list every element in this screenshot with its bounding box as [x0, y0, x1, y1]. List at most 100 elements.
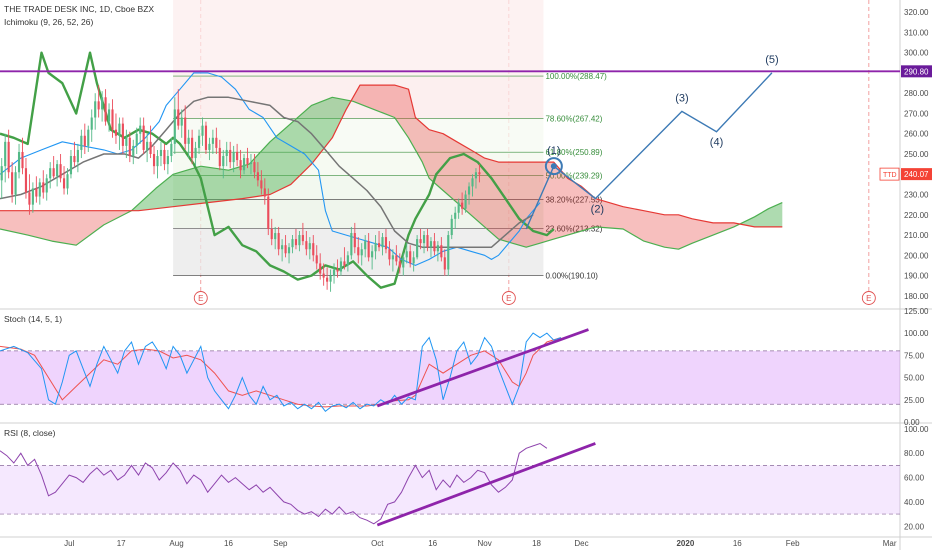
rsi-tick-label: 60.00	[904, 474, 925, 483]
candle-body	[83, 135, 86, 146]
candle-body	[436, 245, 439, 252]
time-tick-label: Nov	[477, 539, 491, 548]
time-tick-label: Sep	[273, 539, 288, 548]
candle-body	[211, 137, 214, 144]
leading-span-a	[0, 96, 783, 250]
wave-marker-circle	[544, 157, 563, 176]
candle-body	[31, 188, 34, 205]
rsi-tick-label: 80.00	[904, 449, 925, 458]
candle-body	[450, 218, 453, 236]
candle-body	[294, 239, 298, 246]
candle-body	[7, 141, 10, 173]
candle-body	[101, 97, 104, 110]
leading-span-b	[0, 84, 783, 228]
candle-body	[17, 151, 21, 173]
lagging-span	[0, 51, 555, 289]
time-tick-label: 18	[532, 539, 541, 548]
candle-body	[177, 109, 180, 126]
price-tick-label: 270.00	[904, 109, 929, 118]
candle-body	[246, 158, 249, 165]
candle-body	[42, 182, 45, 193]
elliott-wave-label: (5)	[765, 54, 778, 66]
earnings-marker	[501, 291, 516, 305]
candle-body	[253, 162, 256, 173]
stoch-tick-label: 75.00	[904, 351, 925, 360]
time-tick-label: 16	[224, 539, 233, 548]
candle-body	[249, 162, 253, 165]
candle-body	[402, 257, 405, 268]
candle-body	[329, 275, 332, 282]
candle-body	[467, 186, 471, 195]
earnings-label: E	[866, 294, 871, 303]
candle-body	[461, 202, 464, 209]
candle-body	[135, 133, 138, 146]
candle-body	[377, 243, 381, 248]
candle-body	[440, 245, 443, 258]
rsi-tick-label: 20.00	[904, 522, 925, 531]
price-tick-label: 280.00	[904, 89, 929, 98]
fib-zone	[173, 199, 544, 229]
time-tick-label: 2020	[676, 539, 694, 548]
candle-body	[287, 247, 291, 254]
candle-body	[371, 251, 374, 258]
candle-body	[73, 156, 76, 163]
elliott-wave-label: (3)	[675, 92, 688, 104]
candle-body	[367, 241, 370, 258]
candle-body	[66, 174, 69, 189]
candle-body	[360, 249, 363, 256]
earnings-marker	[861, 291, 876, 305]
candle-body	[364, 241, 367, 250]
candle-body	[163, 149, 166, 165]
time-tick-label: 16	[428, 539, 437, 548]
elliott-wave-label: (2)	[591, 204, 604, 216]
candle-body	[322, 273, 325, 278]
candle-body	[232, 151, 235, 163]
candle-body	[59, 164, 62, 179]
fib-label: 50.00%(239.29)	[545, 172, 602, 181]
rsi-legend: RSI (8, close)	[4, 428, 56, 438]
candle-body	[419, 239, 422, 244]
fib-label: 23.60%(213.32)	[545, 224, 602, 233]
candle-body	[429, 241, 433, 248]
candle-body	[69, 156, 73, 175]
candle-body	[184, 117, 187, 144]
candle-body	[191, 137, 194, 159]
candle-body	[156, 156, 159, 167]
level-price-label: 290.80	[904, 67, 929, 76]
candle-body	[305, 241, 308, 250]
price-tick-label: 230.00	[904, 191, 929, 200]
candle-body	[464, 194, 467, 209]
fib-label: 61.80%(250.89)	[545, 148, 602, 157]
fib-label: 0.00%(190.10)	[545, 271, 598, 280]
candle-body	[94, 101, 97, 118]
fib-label: 78.60%(267.42)	[545, 115, 602, 124]
kumo-cloud	[0, 210, 132, 246]
price-tick-label: 210.00	[904, 231, 929, 240]
candle-body	[229, 149, 232, 163]
candle-body	[260, 180, 263, 189]
candle-body	[24, 168, 28, 193]
candle-body	[267, 196, 270, 229]
time-tick-label: Dec	[574, 539, 588, 548]
stoch-d-line	[0, 337, 561, 408]
candle-body	[49, 168, 52, 179]
candle-body	[474, 172, 478, 179]
candle-body	[208, 143, 211, 150]
elliott-wave-label: (1)	[547, 145, 560, 157]
candle-body	[149, 141, 152, 154]
level-price-tag	[901, 65, 932, 78]
candle-body	[308, 243, 311, 250]
stoch-tick-label: 50.00	[904, 374, 925, 383]
candle-body	[339, 261, 343, 272]
candle-body	[388, 249, 391, 260]
earnings-label: E	[198, 294, 203, 303]
candle-body	[38, 182, 41, 197]
stoch-tick-label: 125.00	[904, 307, 929, 316]
candle-body	[14, 172, 17, 195]
price-tick-label: 200.00	[904, 251, 929, 260]
candle-body	[132, 145, 135, 157]
price-tick-label: 260.00	[904, 130, 929, 139]
candle-body	[443, 257, 446, 270]
